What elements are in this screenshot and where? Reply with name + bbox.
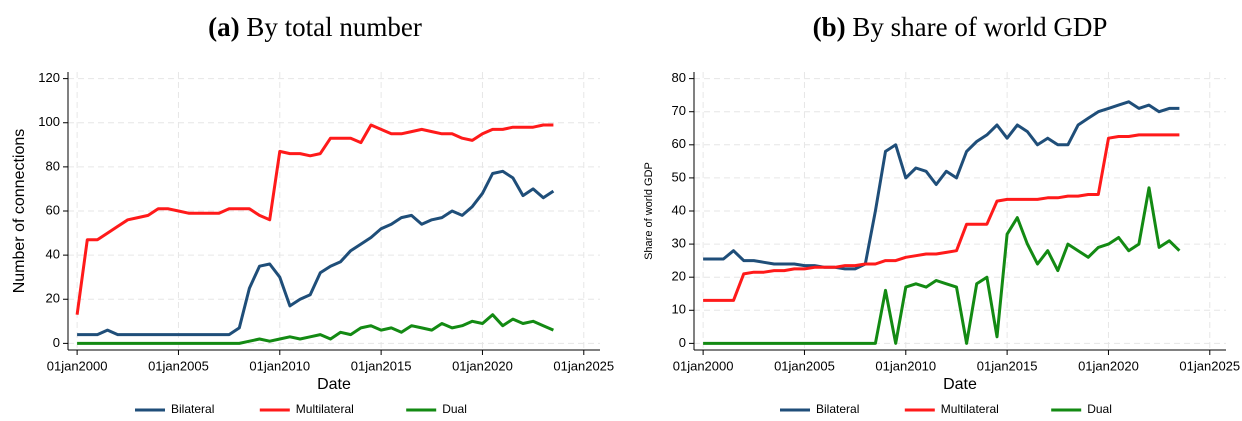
y-tick-label: 0	[53, 335, 60, 350]
y-tick-label: 100	[38, 114, 60, 129]
legend-label: Bilateral	[171, 402, 214, 416]
series-line	[703, 133, 1180, 302]
legend-label: Multilateral	[941, 402, 999, 416]
y-tick-label: 80	[672, 70, 686, 85]
y-tick-label: 70	[672, 103, 686, 118]
panel-title: (b) By share of world GDP	[813, 12, 1108, 42]
y-axis-label: Share of world GDP	[643, 162, 655, 260]
x-tick-label: 01jan2020	[452, 358, 513, 373]
x-tick-label: 01jan2025	[553, 358, 614, 373]
y-tick-label: 10	[672, 302, 686, 317]
x-tick-label: 01jan2005	[774, 358, 835, 373]
y-tick-label: 120	[38, 70, 60, 85]
x-tick-label: 01jan2000	[47, 358, 108, 373]
title-text: By share of world GDP	[846, 12, 1108, 42]
series-line	[77, 313, 554, 345]
y-tick-label: 30	[672, 236, 686, 251]
series-line	[703, 186, 1181, 345]
x-tick-label: 01jan2000	[673, 358, 734, 373]
y-tick-label: 0	[679, 335, 686, 350]
y-tick-label: 50	[672, 169, 686, 184]
x-tick-label: 01jan2025	[1179, 358, 1240, 373]
panel-title: (a) By total number	[208, 12, 422, 42]
series-line	[75, 123, 554, 315]
x-tick-label: 01jan2015	[977, 358, 1038, 373]
series-line	[703, 100, 1180, 271]
x-tick-label: 01jan2010	[875, 358, 936, 373]
title-text: By total number	[240, 12, 422, 42]
y-tick-label: 60	[672, 136, 686, 151]
x-axis-label: Date	[943, 376, 977, 393]
x-tick-label: 01jan2005	[148, 358, 209, 373]
y-tick-label: 40	[672, 202, 686, 217]
y-tick-label: 40	[46, 247, 60, 262]
y-tick-label: 20	[46, 291, 60, 306]
panel-label: (a)	[208, 12, 239, 42]
y-tick-label: 20	[672, 269, 686, 284]
panel-label: (b)	[813, 12, 846, 42]
legend-label: Dual	[1087, 402, 1112, 416]
x-axis-label: Date	[317, 376, 351, 393]
x-tick-label: 01jan2020	[1078, 358, 1139, 373]
legend-label: Multilateral	[296, 402, 354, 416]
legend-label: Dual	[442, 402, 467, 416]
y-tick-label: 80	[46, 158, 60, 173]
y-tick-label: 60	[46, 202, 60, 217]
x-tick-label: 01jan2010	[249, 358, 310, 373]
series-line	[77, 169, 555, 337]
legend-label: Bilateral	[816, 402, 859, 416]
x-tick-label: 01jan2015	[351, 358, 412, 373]
y-axis-label: Number of connections	[11, 129, 28, 294]
